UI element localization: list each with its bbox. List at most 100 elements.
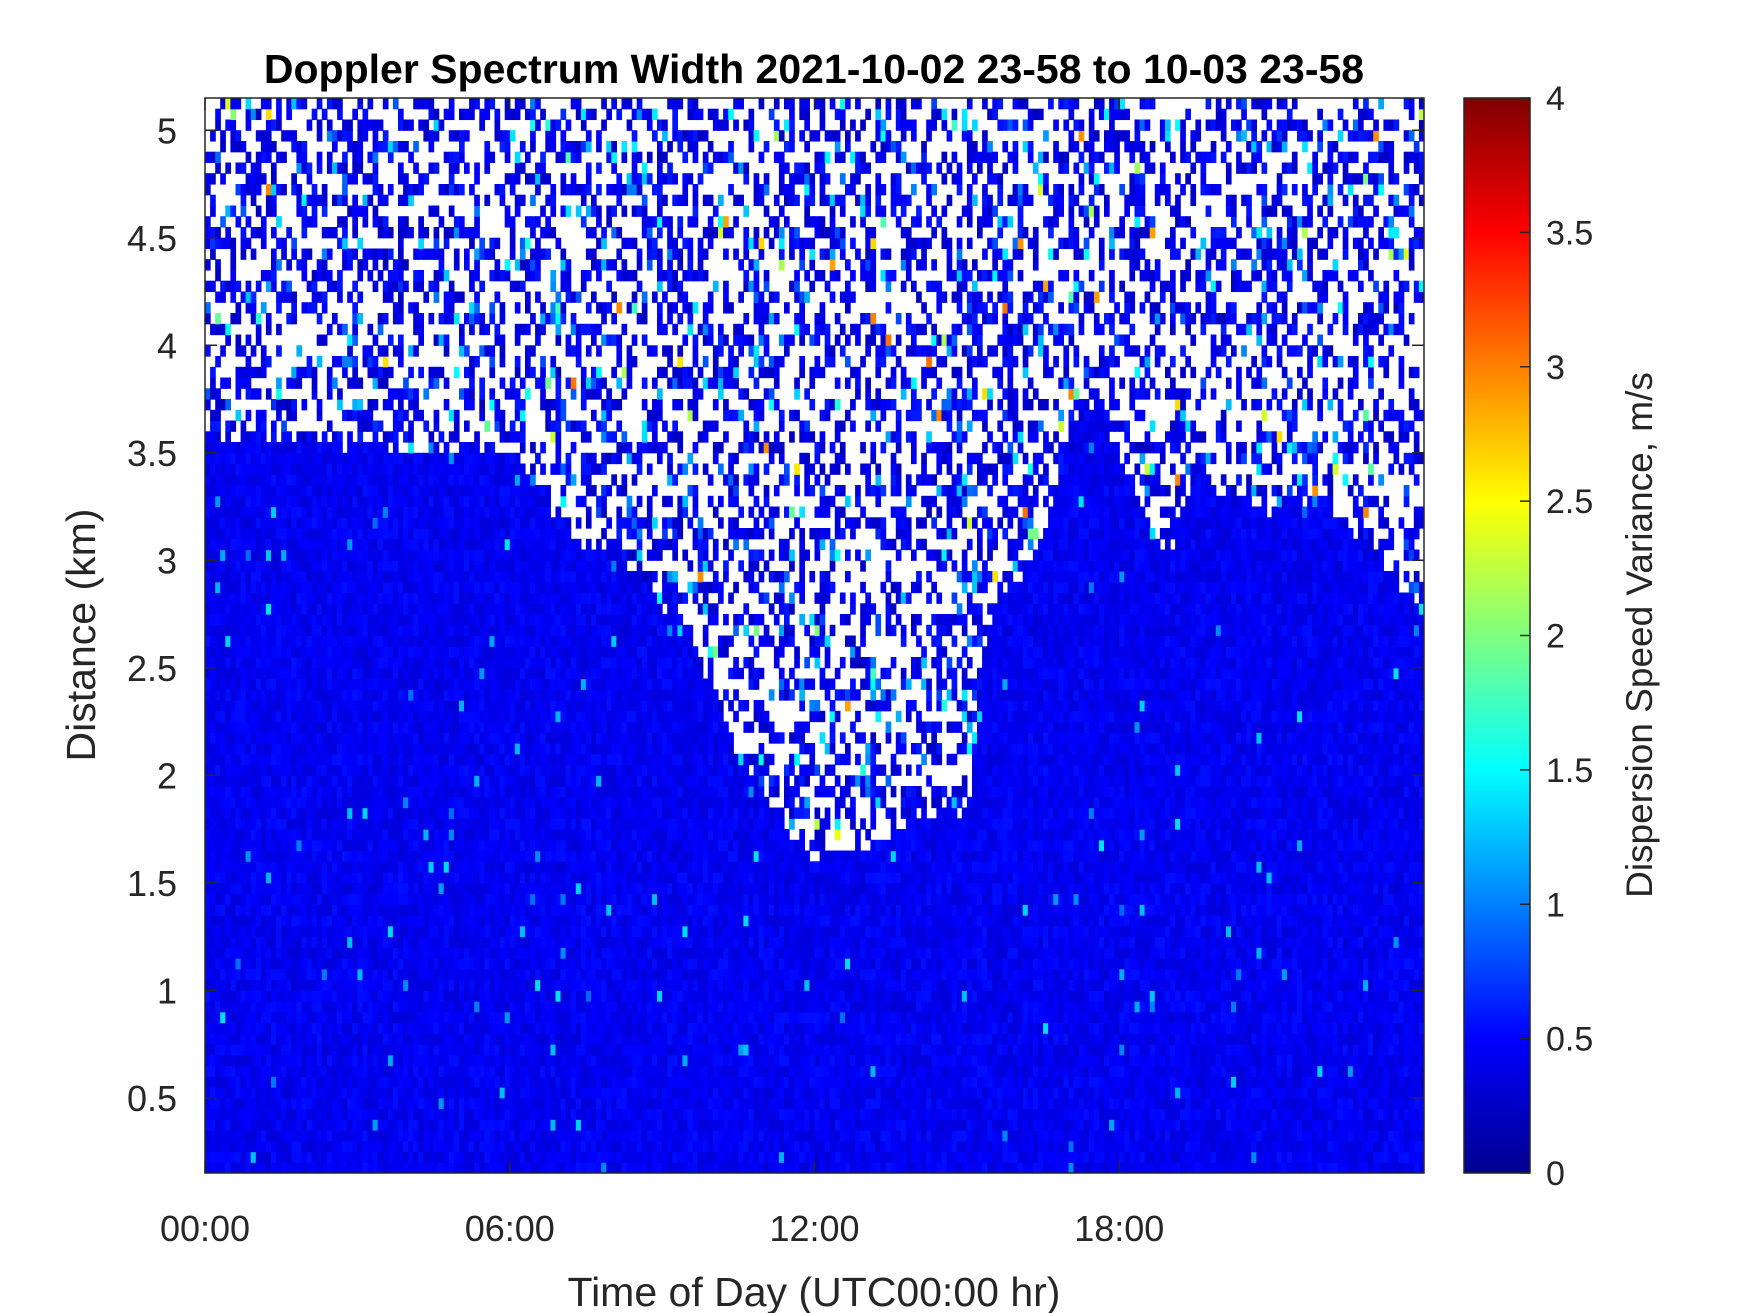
heatmap-cell [316,925,323,938]
heatmap-cell [453,603,460,615]
heatmap-cell [326,1022,333,1034]
heatmap-cell [245,968,252,981]
heatmap-cell [276,1001,282,1013]
heatmap-cell [321,431,328,443]
heatmap-cell [362,216,369,228]
heatmap-cell [443,603,450,615]
heatmap-cell [296,689,303,701]
heatmap-cell [484,345,491,357]
heatmap-cell [377,592,384,604]
heatmap-cell [479,560,485,572]
heatmap-cell [443,818,450,830]
heatmap-cell [306,280,313,293]
heatmap-cell [316,732,323,744]
heatmap-cell [286,786,292,798]
heatmap-cell [484,635,491,647]
heatmap-cell [423,743,430,755]
heatmap-cell [372,1076,379,1088]
heatmap-cell [230,1001,237,1013]
heatmap-cell [271,1033,277,1045]
heatmap-cell [362,1097,369,1110]
heatmap-cell [235,1151,242,1163]
heatmap-cell [504,1087,511,1099]
heatmap-cell [367,173,374,185]
heatmap-cell [403,764,409,776]
heatmap-cell [433,1140,440,1153]
heatmap-cell [291,302,297,314]
heatmap-cell [448,743,455,755]
heatmap-cell [271,184,277,196]
heatmap-cell [499,807,506,819]
heatmap-cell [367,1033,374,1045]
heatmap-cell [504,259,511,271]
heatmap-cell [347,495,353,508]
heatmap-cell [337,1076,343,1088]
heatmap-cell [453,624,460,637]
heatmap-cell [332,624,338,637]
heatmap-cell [215,119,221,131]
heatmap-cell [499,678,506,690]
heatmap-cell [484,442,491,454]
heatmap-cell [403,657,409,669]
heatmap-cell [205,517,211,529]
heatmap-cell [459,657,465,669]
heatmap-cell [377,1054,384,1067]
heatmap-cell [245,764,252,776]
heatmap-cell [260,151,267,164]
heatmap-cell [352,764,358,776]
heatmap-cell [245,829,252,841]
heatmap-cell [408,764,414,776]
heatmap-cell [362,1044,369,1056]
heatmap-cell [494,323,501,336]
heatmap-cell [281,495,287,508]
heatmap-cell [382,1162,389,1173]
heatmap-cell [276,614,282,626]
heatmap-cell [413,581,419,594]
heatmap-cell [408,1011,414,1024]
heatmap-cell [377,603,384,615]
heatmap-cell [484,872,491,884]
heatmap-cell [469,882,475,895]
heatmap-cell [311,904,318,916]
heatmap-cell [453,1151,460,1163]
heatmap-cell [347,667,353,680]
heatmap-cell [352,1119,358,1131]
heatmap-cell [387,1130,394,1142]
heatmap-cell [433,420,440,432]
heatmap-cell [301,839,308,852]
heatmap-cell [210,581,216,594]
heatmap-cell [382,624,389,637]
heatmap-cell [413,549,419,561]
heatmap-cell [443,313,450,325]
heatmap-cell [443,689,450,701]
heatmap-cell [494,904,501,916]
heatmap-cell [205,452,211,465]
heatmap-cell [489,248,496,260]
heatmap-cell [337,1151,343,1163]
heatmap-cell [220,1076,226,1088]
heatmap-cell [235,442,242,454]
heatmap-cell [499,947,506,959]
heatmap-cell [337,732,343,744]
heatmap-cell [418,829,424,841]
heatmap-cell [235,1044,242,1056]
heatmap-cell [286,313,292,325]
heatmap-cell [210,646,216,658]
heatmap-cell [337,710,343,723]
heatmap-cell [271,850,277,862]
heatmap-cell [372,1108,379,1120]
heatmap-cell [382,753,389,766]
heatmap-cell [459,882,465,895]
heatmap-cell [438,732,445,744]
heatmap-cell [225,442,231,454]
heatmap-cell [286,377,292,389]
heatmap-cell [276,850,282,862]
heatmap-cell [443,237,450,250]
heatmap-cell [433,839,440,852]
heatmap-cell [362,452,369,465]
heatmap-cell [433,334,440,346]
heatmap-cell [321,893,328,905]
heatmap-cell [245,377,252,389]
heatmap-cell [403,882,409,895]
heatmap-cell [377,614,384,626]
